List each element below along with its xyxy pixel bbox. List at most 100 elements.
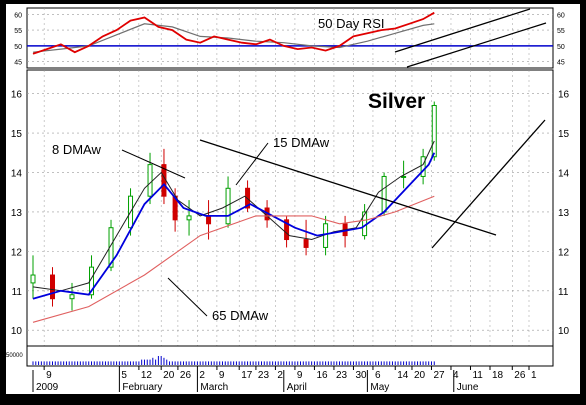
rsi-tick-label: 50 (14, 44, 22, 51)
annotation-65dmaw-label: 65 DMAw (212, 308, 269, 323)
rsi-tick-label: 55 (14, 28, 22, 35)
month-label: March (200, 382, 228, 393)
candle-down (284, 219, 290, 241)
price-tick-label: 10 (558, 326, 570, 337)
annotation-15dmaw-pointer (235, 142, 269, 186)
x-axis: 9 5 12 20 26 2 9 17 23 2 9 16 23 30 6 14 20 27 4 11 18 26 1200… (32, 366, 537, 393)
price-tick-label: 13 (11, 208, 23, 219)
x-tick-label: 11 (472, 370, 483, 381)
rsi-panel-title: 50 Day RSI (318, 16, 384, 31)
month-label: May (370, 382, 389, 393)
x-tick-label: 27 (433, 370, 445, 381)
annotation-8dmaw: 8 DMAw (52, 142, 186, 179)
volume-bars (32, 356, 435, 365)
chart-title: Silver (368, 90, 425, 113)
x-tick-label: 20 (163, 370, 175, 381)
price-tick-label: 16 (558, 90, 570, 101)
price-tick-label: 11 (12, 287, 23, 298)
price-grid (27, 70, 553, 346)
rsi-left-axis: 45 50 55 60 (14, 12, 22, 66)
rsi-right-axis: 45 50 55 60 (557, 12, 565, 66)
candle-down (303, 239, 309, 248)
price-tick-label: 15 (558, 129, 570, 140)
price-panel: 10 11 12 13 14 15 16 10 11 12 13 14 15 16 Silver 8 D… (11, 69, 570, 347)
rsi-tick-label: 60 (557, 12, 565, 19)
candle-up (30, 274, 36, 284)
ascending-support-trendline (431, 119, 546, 249)
x-tick-label: 23 (336, 370, 348, 381)
month-label: 2009 (36, 382, 59, 393)
annotation-8dmaw-label: 8 DMAw (52, 142, 101, 157)
price-tick-label: 16 (11, 90, 23, 101)
volume-axis-label: 50000 (6, 353, 23, 359)
x-tick-label: 30 (355, 370, 367, 381)
price-right-axis: 10 11 12 13 14 15 16 (558, 90, 570, 338)
x-tick-label: 16 (316, 370, 328, 381)
candle-up (381, 175, 387, 213)
price-tick-label: 12 (558, 247, 570, 258)
volume-panel: 50000 (6, 345, 554, 367)
price-tick-label: 10 (11, 326, 23, 337)
x-tick-label: 20 (414, 370, 426, 381)
price-tick-label: 12 (11, 247, 23, 258)
price-tick-label: 13 (558, 208, 570, 219)
x-tick-label: 4 (453, 370, 459, 381)
ma-65dmaw-line (32, 195, 435, 323)
rsi-panel: 45 50 55 60 45 50 55 60 50 Day RSI (14, 7, 565, 69)
candle-down (206, 215, 212, 225)
rsi-trend-channel (394, 8, 547, 68)
ma-15dmaw-line (32, 152, 436, 300)
moving-average-lines (32, 140, 436, 323)
annotation-15dmaw-label: 15 DMAw (273, 135, 330, 150)
annotation-8dmaw-pointer (121, 149, 186, 179)
x-tick-label: 5 (121, 370, 127, 381)
x-tick-label: 9 (297, 370, 303, 381)
rsi-tick-label: 50 (557, 44, 565, 51)
month-label: June (457, 382, 479, 393)
price-left-axis: 10 11 12 13 14 15 16 (11, 90, 23, 338)
annotation-65dmaw: 65 DMAw (167, 277, 269, 323)
candle-up (69, 294, 75, 300)
candle-up (186, 215, 192, 221)
x-tick-label: 14 (397, 370, 409, 381)
candle-up (147, 164, 153, 197)
x-tick-label: 2 (199, 370, 205, 381)
ma-8dmaw-line (32, 140, 435, 292)
rsi-upper-channel-line (394, 8, 531, 53)
rsi-tick-label: 60 (14, 12, 22, 19)
candle-up (420, 156, 426, 177)
candle-up (401, 175, 407, 178)
rsi-grid (27, 8, 553, 68)
rsi-average-line (32, 23, 435, 53)
rsi-line (32, 11, 435, 55)
month-label: April (287, 382, 307, 393)
x-tick-label: 17 (241, 370, 253, 381)
x-tick-label: 26 (514, 370, 526, 381)
x-tick-label: 1 (531, 370, 537, 381)
rsi-tick-label: 45 (557, 60, 565, 67)
candle-up (431, 104, 437, 158)
price-tick-label: 15 (11, 129, 23, 140)
rsi-lower-channel-line (406, 22, 547, 68)
x-tick-label: 2 (277, 370, 283, 381)
x-tick-label: 26 (180, 370, 192, 381)
descending-resistance-trendline (199, 139, 497, 236)
price-tick-label: 14 (558, 169, 570, 180)
price-tick-label: 14 (11, 169, 23, 180)
x-tick-label: 23 (258, 370, 270, 381)
candle-up (108, 227, 114, 268)
price-tick-label: 11 (558, 287, 569, 298)
x-tick-label: 18 (492, 370, 504, 381)
x-tick-label: 6 (375, 370, 381, 381)
annotation-15dmaw: 15 DMAw (235, 135, 330, 186)
price-trendlines (199, 119, 546, 249)
rsi-panel-frame (26, 7, 554, 69)
rsi-tick-label: 55 (557, 28, 565, 35)
x-tick-label: 12 (141, 370, 153, 381)
annotation-65dmaw-pointer (167, 277, 208, 317)
candle-down (50, 274, 56, 300)
rsi-tick-label: 45 (14, 60, 22, 67)
month-label: February (122, 382, 162, 393)
